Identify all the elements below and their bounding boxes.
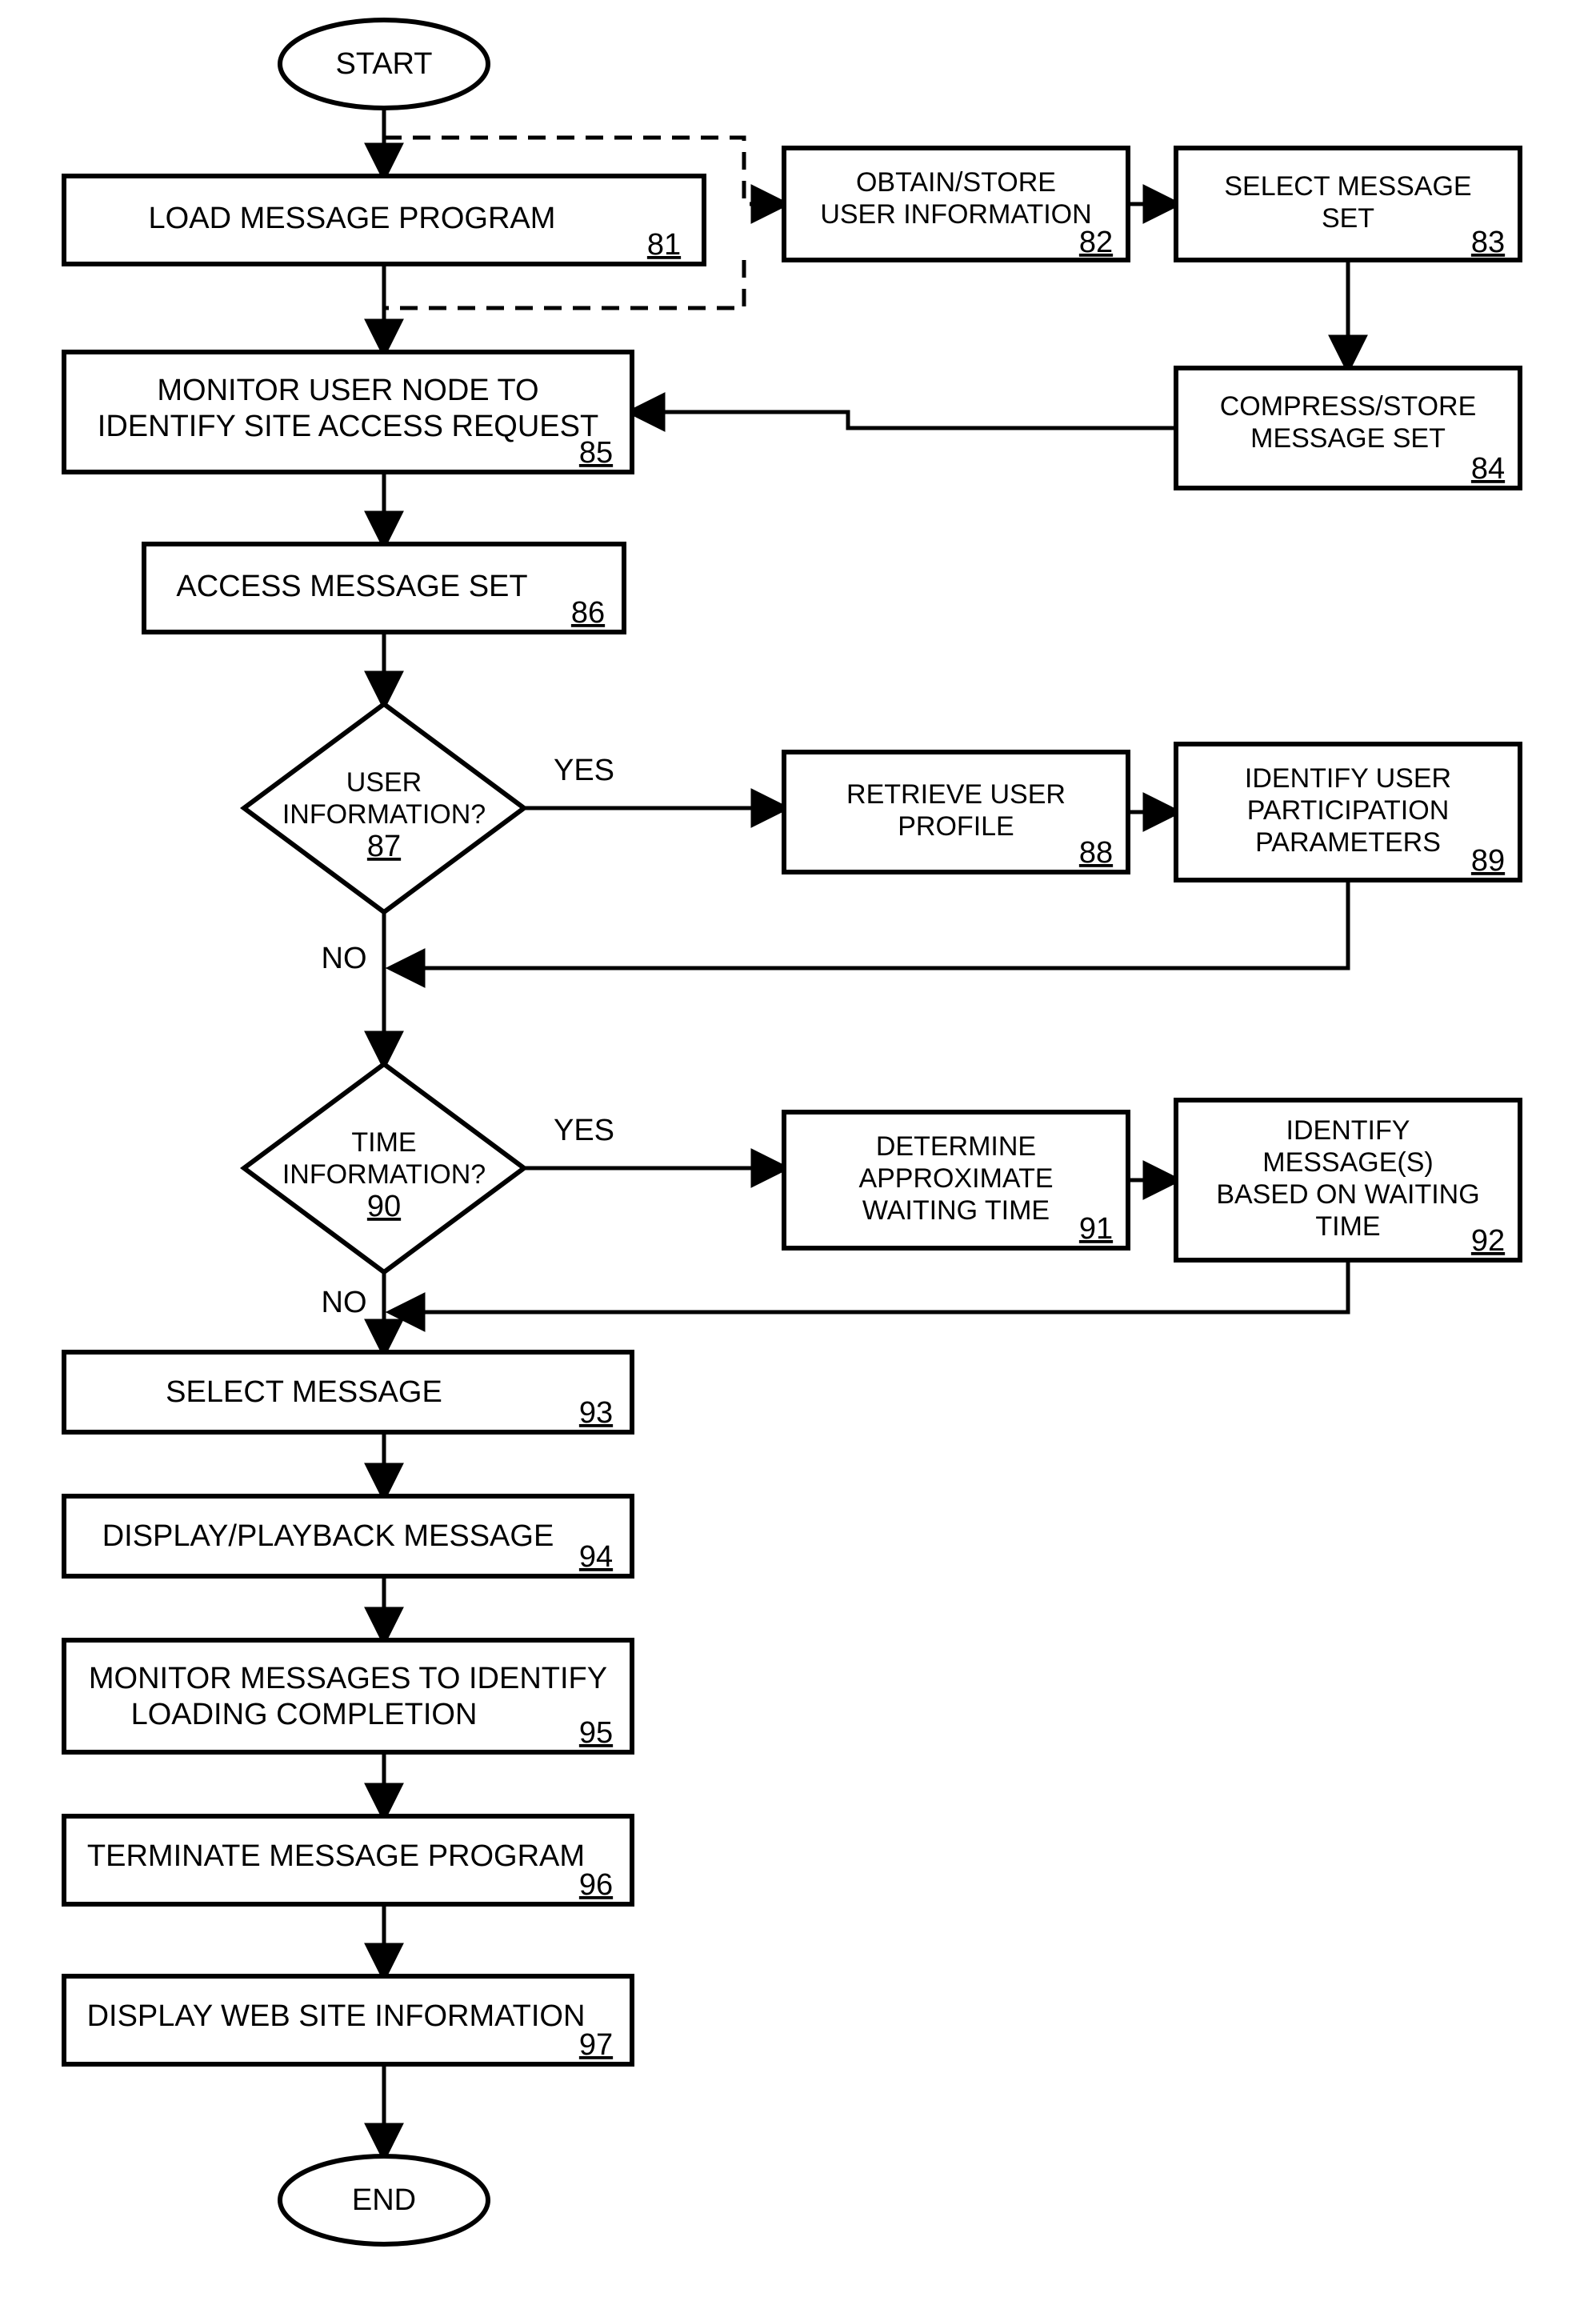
box-93-line0: SELECT MESSAGE (166, 1375, 442, 1409)
box-89-line0: IDENTIFY USER (1245, 763, 1451, 794)
box-96-ref: 96 (579, 1868, 613, 1902)
box-95-line1: LOADING COMPLETION (131, 1698, 478, 1731)
box-85-line1: IDENTIFY SITE ACCESS REQUEST (98, 410, 598, 443)
box-89-line1: PARTICIPATION (1247, 795, 1450, 826)
box-94: DISPLAY/PLAYBACK MESSAGE 94 (64, 1496, 632, 1576)
box-88-ref: 88 (1079, 836, 1113, 870)
box-82-line1: USER INFORMATION (820, 199, 1091, 230)
box-96: TERMINATE MESSAGE PROGRAM 96 (64, 1816, 632, 1904)
box-85: MONITOR USER NODE TO IDENTIFY SITE ACCES… (64, 352, 632, 472)
edge-82-return-dash (384, 260, 744, 308)
box-92-line0: IDENTIFY (1286, 1115, 1410, 1146)
box-83-line0: SELECT MESSAGE (1224, 171, 1471, 202)
box-81: LOAD MESSAGE PROGRAM 81 (64, 176, 704, 264)
box-91-line2: WAITING TIME (862, 1195, 1050, 1226)
diamond-87: USER INFORMATION? 87 (244, 704, 524, 912)
box-91-line1: APPROXIMATE (858, 1163, 1053, 1194)
label-yes-90: YES (554, 1114, 614, 1147)
box-84-line0: COMPRESS/STORE (1220, 391, 1477, 422)
box-81-ref: 81 (647, 228, 681, 262)
box-89-ref: 89 (1471, 844, 1505, 878)
box-84-line1: MESSAGE SET (1250, 423, 1446, 454)
box-92: IDENTIFY MESSAGE(S) BASED ON WAITING TIM… (1176, 1100, 1520, 1260)
box-83-ref: 83 (1471, 226, 1505, 259)
box-84: COMPRESS/STORE MESSAGE SET 84 (1176, 368, 1520, 488)
label-no-90: NO (322, 1286, 367, 1319)
box-88: RETRIEVE USER PROFILE 88 (784, 752, 1128, 872)
label-no-87: NO (322, 942, 367, 975)
box-93: SELECT MESSAGE 93 (64, 1352, 632, 1432)
box-85-line0: MONITOR USER NODE TO (157, 374, 538, 407)
box-92-line3: TIME (1315, 1211, 1380, 1242)
label-yes-87: YES (554, 754, 614, 787)
edge-84-85 (632, 412, 1176, 428)
box-86-line0: ACCESS MESSAGE SET (176, 570, 527, 603)
start-label: START (335, 47, 432, 81)
box-97-line0: DISPLAY WEB SITE INFORMATION (87, 1999, 586, 2033)
box-83-line1: SET (1322, 203, 1374, 234)
box-97-ref: 97 (579, 2028, 613, 2062)
box-82: OBTAIN/STORE USER INFORMATION 82 (784, 148, 1128, 260)
box-92-line1: MESSAGE(S) (1262, 1147, 1433, 1178)
box-84-ref: 84 (1471, 452, 1505, 486)
box-91-ref: 91 (1079, 1212, 1113, 1246)
box-86: ACCESS MESSAGE SET 86 (144, 544, 624, 632)
box-88-line0: RETRIEVE USER (846, 779, 1066, 810)
end-label: END (352, 2183, 416, 2217)
box-95-line0: MONITOR MESSAGES TO IDENTIFY (89, 1662, 607, 1695)
diamond-90: TIME INFORMATION? 90 (244, 1064, 524, 1272)
terminal-end: END (280, 2156, 488, 2244)
box-88-line1: PROFILE (898, 811, 1014, 842)
edge-89-merge (392, 880, 1348, 968)
diamond-87-line0: USER (346, 767, 422, 798)
box-89-line2: PARAMETERS (1255, 827, 1441, 858)
box-93-ref: 93 (579, 1396, 613, 1430)
box-94-line0: DISPLAY/PLAYBACK MESSAGE (102, 1519, 554, 1553)
box-81-line0: LOAD MESSAGE PROGRAM (149, 202, 556, 235)
box-91-line0: DETERMINE (876, 1131, 1036, 1162)
box-82-line0: OBTAIN/STORE (856, 167, 1056, 198)
diamond-87-ref: 87 (367, 830, 401, 863)
box-82-ref: 82 (1079, 226, 1113, 259)
box-89: IDENTIFY USER PARTICIPATION PARAMETERS 8… (1176, 744, 1520, 880)
box-95: MONITOR MESSAGES TO IDENTIFY LOADING COM… (64, 1640, 632, 1752)
box-92-ref: 92 (1471, 1224, 1505, 1258)
box-86-ref: 86 (571, 596, 605, 630)
box-94-ref: 94 (579, 1540, 613, 1574)
box-95-ref: 95 (579, 1716, 613, 1750)
diamond-90-ref: 90 (367, 1190, 401, 1223)
box-91: DETERMINE APPROXIMATE WAITING TIME 91 (784, 1112, 1128, 1248)
box-85-ref: 85 (579, 436, 613, 470)
diamond-90-line0: TIME (351, 1127, 416, 1158)
diamond-87-line1: INFORMATION? (282, 799, 486, 830)
box-92-line2: BASED ON WAITING (1216, 1179, 1479, 1210)
edge-92-merge (392, 1260, 1348, 1312)
box-83: SELECT MESSAGE SET 83 (1176, 148, 1520, 260)
box-96-line0: TERMINATE MESSAGE PROGRAM (87, 1839, 585, 1873)
diamond-90-line1: INFORMATION? (282, 1159, 486, 1190)
flowchart: YES NO YES NO START END LOAD MESSAGE PRO… (0, 0, 1596, 2301)
box-97: DISPLAY WEB SITE INFORMATION 97 (64, 1976, 632, 2064)
terminal-start: START (280, 20, 488, 108)
